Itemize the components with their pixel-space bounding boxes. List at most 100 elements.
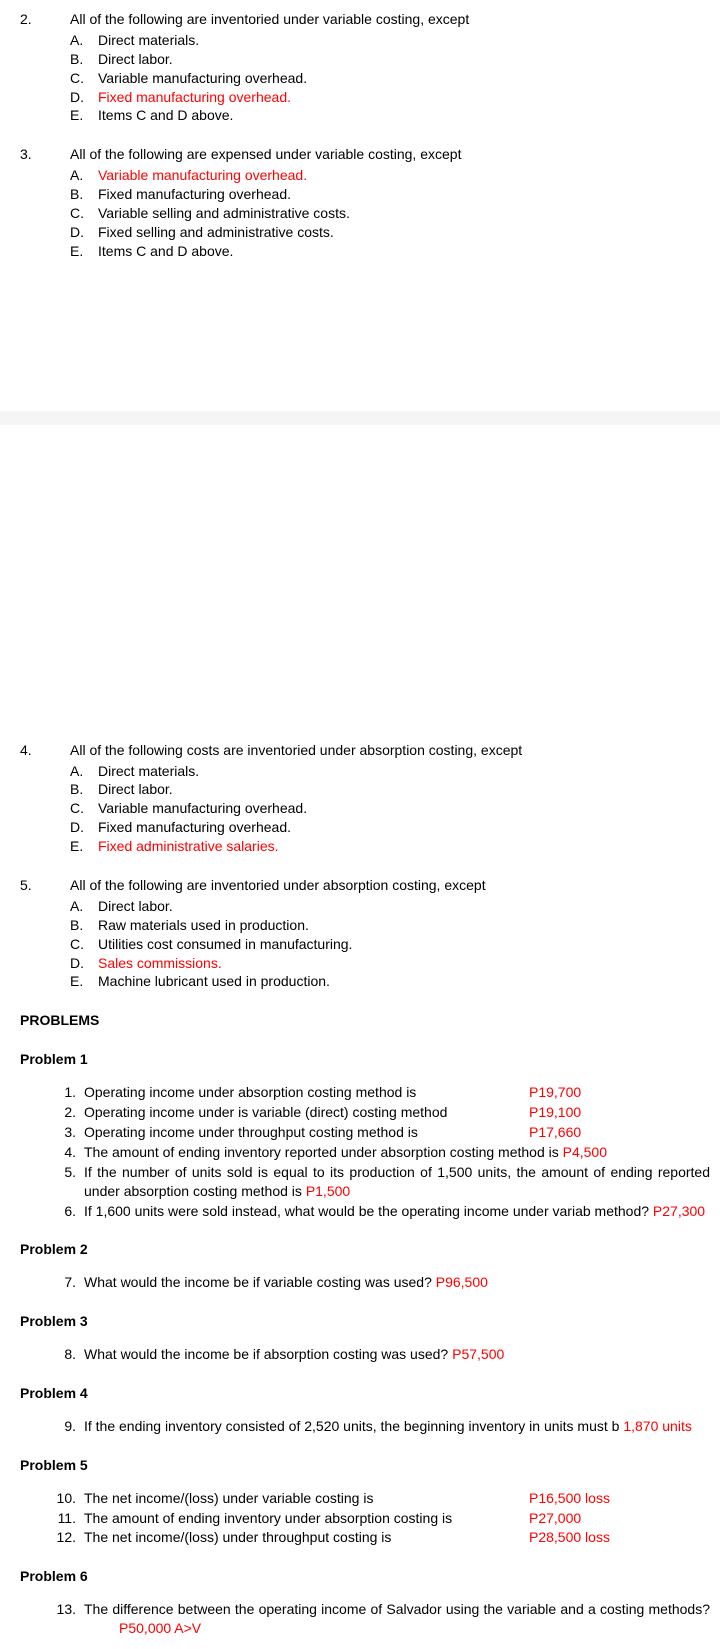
page-gap	[20, 281, 710, 741]
option: B.Fixed manufacturing overhead.	[70, 185, 710, 204]
answer: P27,000	[529, 1509, 710, 1528]
option-letter: A.	[70, 166, 98, 185]
option-letter: C.	[70, 69, 98, 88]
option: D.Sales commissions.	[70, 954, 710, 973]
item-text: Operating income under throughput costin…	[84, 1123, 710, 1142]
option-text: Items C and D above.	[98, 242, 233, 261]
problem-1-list: 1.Operating income under absorption cost…	[20, 1083, 710, 1220]
question-3: 3. All of the following are expensed und…	[20, 145, 710, 260]
item-number: 10.	[50, 1489, 84, 1508]
option: D.Fixed selling and administrative costs…	[70, 223, 710, 242]
item-left: The amount of ending inventory under abs…	[84, 1509, 529, 1528]
problem-item: 7. What would the income be if variable …	[50, 1273, 710, 1292]
option-letter: D.	[70, 223, 98, 242]
problem-item: 10.The net income/(loss) under variable …	[50, 1489, 710, 1508]
item-text: The net income/(loss) under throughput c…	[84, 1528, 710, 1547]
option: C.Variable selling and administrative co…	[70, 204, 710, 223]
item-pre: What would the income be if variable cos…	[84, 1274, 436, 1290]
option-text: Raw materials used in production.	[98, 916, 309, 935]
question-2: 2. All of the following are inventoried …	[20, 10, 710, 125]
item-number: 4.	[50, 1143, 84, 1162]
problem-2-list: 7. What would the income be if variable …	[20, 1273, 710, 1292]
option: C.Variable manufacturing overhead.	[70, 69, 710, 88]
item-pre: If the number of units sold is equal to …	[84, 1164, 710, 1199]
item-number: 11.	[50, 1509, 84, 1528]
option-text: Direct materials.	[98, 762, 199, 781]
option-text: Machine lubricant used in production.	[98, 972, 330, 991]
option: A.Direct materials.	[70, 31, 710, 50]
option-text: Variable manufacturing overhead.	[98, 799, 307, 818]
answer: P16,500 loss	[529, 1489, 710, 1508]
question-body: All of the following are inventoried und…	[70, 876, 710, 991]
problem-3-list: 8. What would the income be if absorptio…	[20, 1345, 710, 1364]
problem-6-heading: Problem 6	[20, 1567, 710, 1586]
item-number: 8.	[50, 1345, 84, 1364]
options-list: A.Direct materials.B.Direct labor.C.Vari…	[70, 31, 710, 125]
problem-item: 9. If the ending inventory consisted of …	[50, 1417, 710, 1436]
item-text: What would the income be if variable cos…	[84, 1273, 710, 1292]
item-pre: The difference between the operating inc…	[84, 1601, 710, 1617]
problem-item: 13. The difference between the operating…	[50, 1600, 710, 1638]
option-letter: A.	[70, 762, 98, 781]
options-list: A.Variable manufacturing overhead.B.Fixe…	[70, 166, 710, 260]
problem-item: 6.If 1,600 units were sold instead, what…	[50, 1202, 710, 1221]
option-text: Direct labor.	[98, 897, 173, 916]
option-text: Fixed selling and administrative costs.	[98, 223, 334, 242]
option: E.Items C and D above.	[70, 106, 710, 125]
option-letter: C.	[70, 204, 98, 223]
problem-item: 8. What would the income be if absorptio…	[50, 1345, 710, 1364]
item-number: 7.	[50, 1273, 84, 1292]
item-number: 2.	[50, 1103, 84, 1122]
option-letter: A.	[70, 31, 98, 50]
item-text: If the number of units sold is equal to …	[84, 1163, 710, 1201]
item-text: Operating income under is variable (dire…	[84, 1103, 710, 1122]
answer: P19,700	[529, 1083, 710, 1102]
option-letter: B.	[70, 185, 98, 204]
item-number: 6.	[50, 1202, 84, 1221]
option-text: Fixed manufacturing overhead.	[98, 185, 291, 204]
option: A.Direct materials.	[70, 762, 710, 781]
option-text: Direct materials.	[98, 31, 199, 50]
problem-item: 3.Operating income under throughput cost…	[50, 1123, 710, 1142]
problem-5-list: 10.The net income/(loss) under variable …	[20, 1489, 710, 1548]
item-left: Operating income under absorption costin…	[84, 1083, 529, 1102]
option-text: Direct labor.	[98, 50, 173, 69]
option-text: Direct labor.	[98, 780, 173, 799]
problem-item: 5.If the number of units sold is equal t…	[50, 1163, 710, 1201]
item-pre: What would the income be if absorption c…	[84, 1346, 452, 1362]
item-left: Operating income under is variable (dire…	[84, 1103, 529, 1122]
question-number: 4.	[20, 741, 70, 856]
item-text: The amount of ending inventory under abs…	[84, 1509, 710, 1528]
option: C.Variable manufacturing overhead.	[70, 799, 710, 818]
question-stem: All of the following are inventoried und…	[70, 10, 710, 29]
option: B.Raw materials used in production.	[70, 916, 710, 935]
problem-item: 1.Operating income under absorption cost…	[50, 1083, 710, 1102]
question-body: All of the following are expensed under …	[70, 145, 710, 260]
option: B.Direct labor.	[70, 780, 710, 799]
question-number: 3.	[20, 145, 70, 260]
problem-item: 11.The amount of ending inventory under …	[50, 1509, 710, 1528]
option: E.Machine lubricant used in production.	[70, 972, 710, 991]
item-number: 3.	[50, 1123, 84, 1142]
question-body: All of the following are inventoried und…	[70, 10, 710, 125]
problem-4-list: 9. If the ending inventory consisted of …	[20, 1417, 710, 1436]
option-letter: E.	[70, 837, 98, 856]
option-text: Variable manufacturing overhead.	[98, 69, 307, 88]
option-letter: C.	[70, 799, 98, 818]
question-stem: All of the following are inventoried und…	[70, 876, 710, 895]
item-number: 9.	[50, 1417, 84, 1436]
option-letter: D.	[70, 954, 98, 973]
answer: P17,660	[529, 1123, 710, 1142]
item-number: 1.	[50, 1083, 84, 1102]
answer: P57,500	[452, 1346, 504, 1362]
problems-heading: PROBLEMS	[20, 1011, 710, 1030]
option-letter: B.	[70, 50, 98, 69]
option-text: Fixed manufacturing overhead.	[98, 818, 291, 837]
question-5: 5. All of the following are inventoried …	[20, 876, 710, 991]
problem-item: 12.The net income/(loss) under throughpu…	[50, 1528, 710, 1547]
options-list: A.Direct materials.B.Direct labor.C.Vari…	[70, 762, 710, 856]
question-4: 4. All of the following costs are invent…	[20, 741, 710, 856]
option-text: Variable manufacturing overhead.	[98, 166, 307, 185]
item-number: 13.	[50, 1600, 84, 1638]
answer: P27,300	[653, 1203, 705, 1219]
